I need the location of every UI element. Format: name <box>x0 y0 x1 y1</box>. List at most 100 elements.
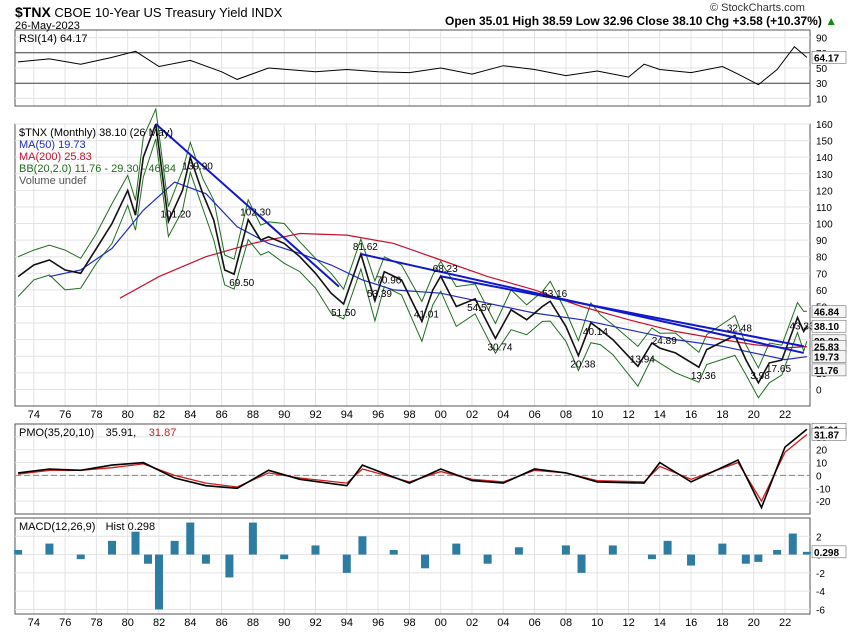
x-axis-tick-label-bottom: 86 <box>216 617 228 629</box>
price-tick-label: 120 <box>816 186 833 197</box>
macd-histogram-bar <box>788 533 797 555</box>
price-annotation: 54.57 <box>467 303 492 314</box>
x-axis-tick-label: 88 <box>247 409 259 421</box>
macd-histogram-bar <box>225 554 234 578</box>
price-annotation: 69.50 <box>229 278 254 289</box>
ma50-legend: MA(50) 19.73 <box>19 139 86 151</box>
x-axis-tick-label-bottom: 20 <box>748 617 760 629</box>
x-axis-tick-label: 94 <box>341 409 353 421</box>
bollinger-legend: BB(20,2.0) 11.76 - 29.30 - 46.84 <box>19 163 176 175</box>
x-axis-tick-label: 74 <box>28 409 40 421</box>
value-tag-label: 64.17 <box>814 53 839 64</box>
price-annotation: 41.01 <box>414 309 439 320</box>
x-axis-tick-label-bottom: 80 <box>122 617 134 629</box>
trendline-3 <box>440 275 804 348</box>
value-tag-label: 0.298 <box>814 548 839 559</box>
macd-histogram-bar <box>108 540 117 555</box>
chart-header: $TNX CBOE 10-Year US Treasury Yield INDX <box>15 4 282 20</box>
macd-histogram-bar <box>514 547 523 555</box>
price-tick-label: 110 <box>816 203 832 214</box>
price-annotation: 24.89 <box>652 336 677 347</box>
macd-histogram-bar <box>170 540 179 555</box>
price-tick-label: 90 <box>816 236 828 247</box>
macd-tick-label: -4 <box>816 587 825 598</box>
price-tick-label: 140 <box>816 153 833 164</box>
price-tick-label: 130 <box>816 170 833 181</box>
ma200-legend: MA(200) 25.83 <box>19 151 92 163</box>
x-axis-tick-label-bottom: 74 <box>28 617 40 629</box>
x-axis-tick-label: 90 <box>278 409 290 421</box>
macd-histogram-bar <box>131 531 140 555</box>
macd-histogram-bar <box>311 545 320 555</box>
x-axis-tick-label: 92 <box>309 409 321 421</box>
price-tick-label: 70 <box>816 269 828 280</box>
price-annotation: 40.14 <box>583 327 608 338</box>
price-legend: $TNX (Monthly) 38.10 (26 May) <box>19 127 173 139</box>
bollinger-lower-band <box>17 138 808 399</box>
trendline-1 <box>155 123 340 288</box>
macd-histogram-bar <box>741 554 750 564</box>
x-axis-tick-label-bottom: 84 <box>184 617 196 629</box>
price-annotation: 30.74 <box>487 342 512 353</box>
macd-tick-label: 2 <box>816 532 822 543</box>
exchange: INDX <box>251 5 283 20</box>
rsi-tick-label: 90 <box>816 34 828 45</box>
price-annotation: 17.65 <box>766 364 791 375</box>
price-annotation: 13.36 <box>691 371 716 382</box>
rsi-legend: RSI(14) 64.17 <box>19 33 87 45</box>
pmo-panel-frame <box>14 423 811 515</box>
price-annotation: 139.90 <box>182 161 213 172</box>
macd-histogram-bar <box>647 554 656 560</box>
x-axis-tick-label: 96 <box>372 409 384 421</box>
symbol: $TNX <box>15 4 51 20</box>
pmo-line <box>18 428 808 510</box>
rsi-line <box>18 45 808 86</box>
macd-histogram-bar <box>358 536 367 555</box>
x-axis-tick-label: 20 <box>748 409 760 421</box>
rsi-tick-label: 50 <box>816 64 828 75</box>
macd-histogram-bar <box>754 554 763 562</box>
chart-date: 26-May-2023 <box>15 20 80 32</box>
value-tag-label: 19.73 <box>814 353 839 364</box>
macd-tick-label: -6 <box>816 605 825 616</box>
macd-histogram-bar <box>452 543 461 555</box>
price-annotation: 20.38 <box>570 360 595 371</box>
price-tick-label: 160 <box>816 120 833 131</box>
value-tag <box>811 428 847 441</box>
x-axis-tick-label: 98 <box>403 409 415 421</box>
ma50-line <box>49 181 807 361</box>
x-axis-tick-label: 80 <box>122 409 134 421</box>
x-axis-tick-label: 82 <box>153 409 165 421</box>
macd-tick-label: -2 <box>816 569 825 580</box>
price-tick-label: 60 <box>816 286 828 297</box>
value-tag <box>811 305 847 318</box>
macd-histogram-bar <box>154 554 163 610</box>
pmo-legend: 31.87 <box>149 427 177 439</box>
macd-histogram-bar <box>342 554 351 573</box>
price-annotation: 53.39 <box>367 289 392 300</box>
price-tick-label: 0 <box>816 385 822 396</box>
x-axis-tick-label-bottom: 14 <box>654 617 666 629</box>
ma200-line <box>119 232 807 349</box>
macd-histogram-bar <box>687 554 696 566</box>
price-tick-label: 80 <box>816 253 828 264</box>
x-axis-tick-label: 84 <box>184 409 196 421</box>
value-tag <box>811 319 847 333</box>
macd-histogram-bar <box>76 554 85 560</box>
value-tag <box>811 350 847 363</box>
macd-histogram-bar <box>144 554 153 564</box>
x-axis-tick-label-bottom: 10 <box>591 617 603 629</box>
brand-watermark: © StockCharts.com <box>710 2 805 14</box>
price-annotation: 32.48 <box>727 324 752 335</box>
ohlc-summary: Open 35.01 High 38.59 Low 32.96 Close 38… <box>445 14 837 28</box>
pmo-tick-label: 0 <box>816 471 822 482</box>
price-annotation: 13.94 <box>630 354 655 365</box>
x-axis-tick-label: 00 <box>435 409 447 421</box>
price-annotation: 70.96 <box>376 276 401 287</box>
price-annotation: 53.16 <box>542 289 567 300</box>
x-axis-tick-label: 04 <box>497 409 509 421</box>
x-axis-tick-label: 14 <box>654 409 666 421</box>
x-axis-tick-label-bottom: 02 <box>466 617 478 629</box>
macd-histogram-bar <box>608 545 617 555</box>
